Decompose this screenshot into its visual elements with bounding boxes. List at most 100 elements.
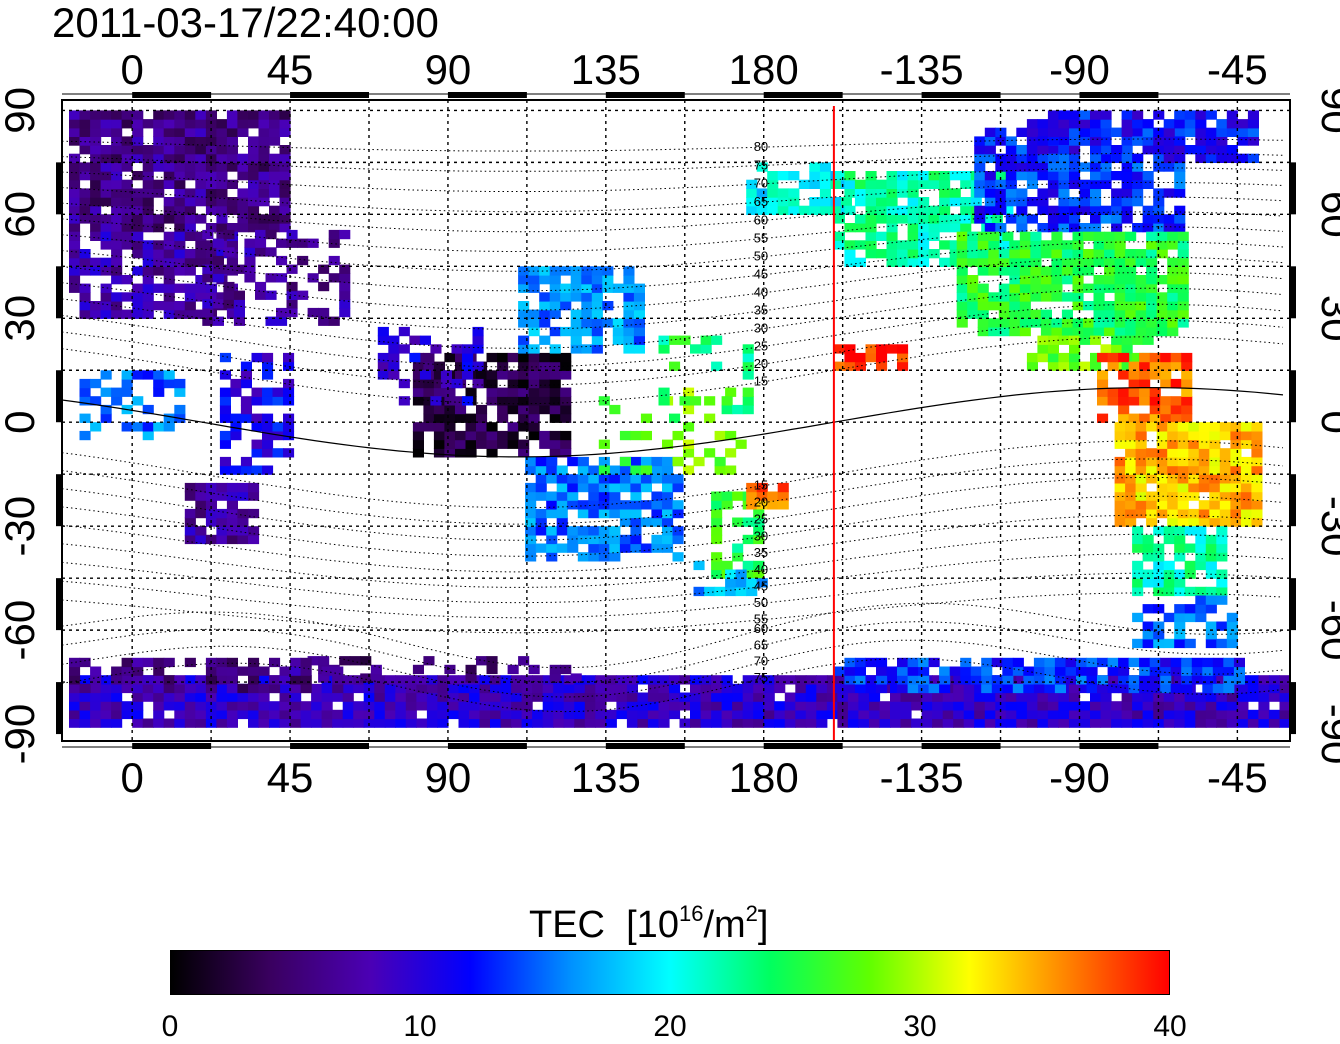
tec-cell: [465, 439, 477, 449]
tec-cell: [939, 197, 951, 207]
tec-cell: [384, 701, 396, 711]
tec-cell: [869, 692, 881, 702]
tec-cell: [753, 683, 765, 694]
tec-cell: [500, 718, 512, 728]
tec-cell: [1005, 692, 1017, 702]
tec-cell: [1026, 709, 1038, 720]
border-bar-top: [763, 92, 843, 98]
tec-cell: [532, 709, 544, 720]
tec-cell: [195, 491, 207, 501]
tec-cell: [163, 136, 175, 146]
tec-cell: [539, 335, 551, 345]
tec-cell: [1167, 474, 1179, 484]
tec-cell: [886, 214, 898, 224]
tec-cell: [1009, 292, 1021, 302]
tec-cell: [511, 701, 523, 711]
lat-tick-right: 30: [1313, 295, 1340, 342]
tec-cell: [556, 474, 568, 484]
tec-cell: [1198, 508, 1210, 519]
tec-cell: [1184, 560, 1196, 571]
tec-cell: [1125, 430, 1137, 441]
tec-cell: [549, 430, 561, 441]
tec-cell: [777, 188, 789, 198]
tec-cell: [746, 179, 758, 189]
lon-tick-bottom: -90: [1049, 754, 1110, 801]
tec-cell: [595, 683, 607, 694]
tec-cell: [949, 223, 961, 233]
tec-cell: [311, 709, 323, 720]
tec-cell: [605, 718, 617, 728]
tec-cell: [226, 309, 238, 319]
tec-cell: [1093, 240, 1105, 250]
contour-label: 25: [754, 512, 768, 527]
tec-cell: [1132, 119, 1144, 129]
tec-cell: [100, 718, 112, 728]
tec-cell: [609, 526, 621, 536]
tec-cell: [742, 370, 754, 380]
tec-cell: [1030, 249, 1042, 259]
tec-cell: [1090, 171, 1102, 181]
tec-cell: [949, 197, 961, 207]
tec-cell: [69, 249, 81, 259]
tec-cell: [205, 701, 217, 711]
tec-cell: [486, 448, 498, 458]
tec-cell: [248, 534, 260, 545]
tec-cell: [100, 683, 112, 694]
lat-tick-right: -90: [1313, 704, 1340, 765]
tec-cell: [153, 709, 165, 720]
tec-cell: [984, 171, 996, 181]
tec-cell: [974, 718, 986, 728]
tec-cell: [1177, 430, 1189, 441]
tec-cell: [981, 666, 993, 676]
tec-cell: [907, 188, 919, 198]
tec-cell: [121, 666, 133, 676]
tec-cell: [195, 179, 207, 189]
tec-cell: [132, 657, 144, 668]
tec-cell: [967, 240, 979, 250]
tec-cell: [1195, 692, 1207, 702]
tec-cell: [1160, 370, 1172, 380]
tec-cell: [1002, 666, 1014, 676]
tec-cell: [1065, 666, 1077, 676]
tec-cell: [121, 709, 133, 720]
lat-tick-right: -60: [1313, 600, 1340, 661]
tec-cell: [939, 675, 951, 685]
tec-cell: [1107, 387, 1119, 397]
axis-labels: 0045459090135135180180-135-135-90-90-45-…: [0, 46, 1340, 801]
tec-cell: [90, 675, 102, 685]
tec-cell: [1177, 283, 1189, 293]
tec-cell: [455, 361, 467, 371]
tec-cell: [1156, 465, 1168, 475]
tec-cell: [609, 534, 621, 545]
tec-cell: [732, 718, 744, 728]
tec-cell: [111, 136, 123, 146]
tec-cell: [311, 718, 323, 728]
tec-cell: [774, 683, 786, 694]
tec-cell: [1216, 692, 1228, 702]
tec-cell: [269, 701, 281, 711]
tec-cell: [988, 231, 1000, 241]
tec-cell: [69, 701, 81, 711]
tec-cell: [1167, 430, 1179, 441]
tec-cell: [876, 675, 888, 685]
tec-cell: [1079, 335, 1091, 345]
tec-cell: [1226, 145, 1238, 155]
tec-cell: [546, 526, 558, 536]
tec-cell: [153, 666, 165, 676]
tec-cell: [570, 266, 582, 276]
tec-cell: [1121, 205, 1133, 215]
tec-cell: [1156, 430, 1168, 441]
tec-cell: [1100, 171, 1112, 181]
tec-cell: [1258, 675, 1270, 685]
tec-cell: [556, 517, 568, 527]
tec-cell: [711, 534, 723, 545]
tec-cell: [472, 344, 484, 354]
tec-cell: [1104, 240, 1116, 250]
tec-cell: [1247, 136, 1259, 146]
tec-cell: [1237, 718, 1249, 728]
tec-cell: [1184, 569, 1196, 579]
tec-cell: [886, 257, 898, 267]
tec-cell: [1146, 500, 1158, 510]
tec-cell: [79, 701, 91, 711]
tec-cell: [1170, 404, 1182, 415]
